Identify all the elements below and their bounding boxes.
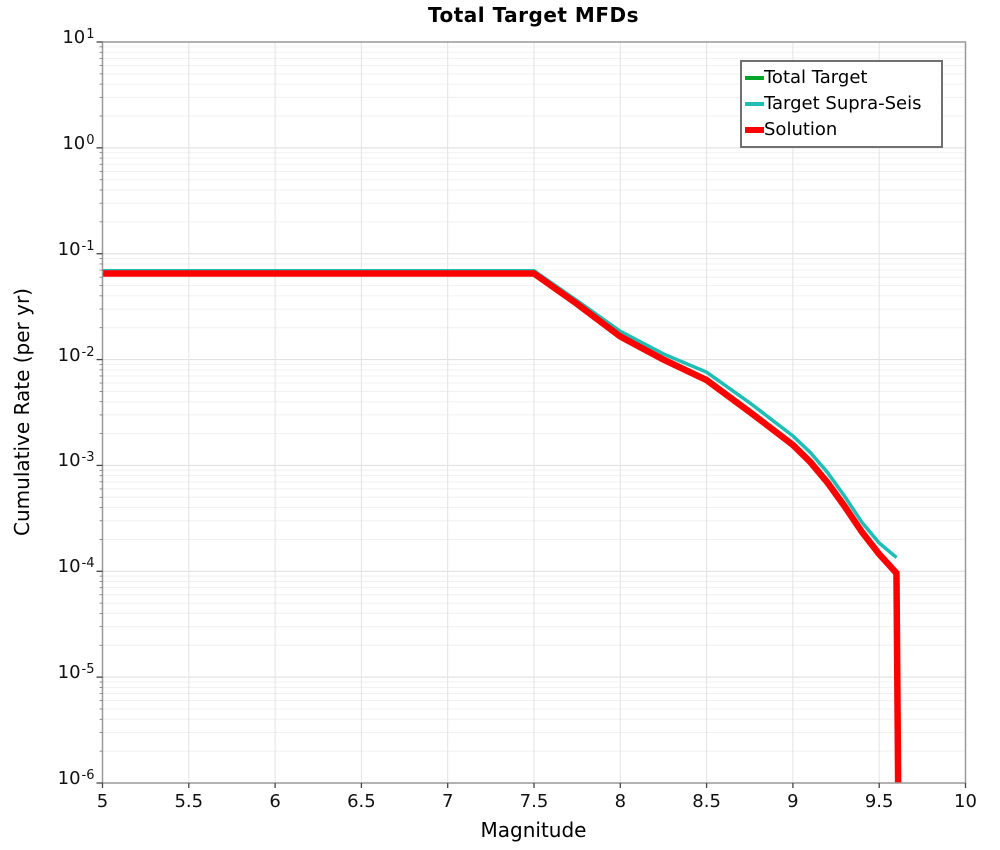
tick-marks xyxy=(96,41,967,788)
legend-item: Total Target xyxy=(745,65,937,91)
y-tick-label: 10-2 xyxy=(57,344,95,366)
legend-label: Target Supra-Seis xyxy=(764,93,922,114)
x-tick-label: 5.5 xyxy=(174,791,204,812)
series-line-total-target xyxy=(102,269,898,559)
y-tick-label: 101 xyxy=(62,27,95,48)
y-tick-label: 10-4 xyxy=(57,556,95,578)
x-tick-label: 7.5 xyxy=(519,791,549,812)
series-line-target-supra-seis xyxy=(102,269,898,559)
y-tick-label: 10-1 xyxy=(57,238,95,260)
series-curves xyxy=(102,269,902,783)
x-tick-label: 6.5 xyxy=(347,791,376,812)
x-tick-label: 5 xyxy=(96,791,109,812)
legend-line-icon xyxy=(745,76,764,80)
y-tick-label: 10-5 xyxy=(57,662,95,684)
y-tick-label: 10-3 xyxy=(57,450,95,472)
legend-item: Solution xyxy=(745,117,937,143)
x-tick-label: 9.5 xyxy=(864,791,894,812)
legend-line-icon xyxy=(745,127,764,133)
y-tick-label: 10-6 xyxy=(57,768,95,789)
y-axis-label: Cumulative Rate (per yr) xyxy=(10,288,34,536)
legend-label: Solution xyxy=(764,119,838,140)
legend: Total Target Target Supra-Seis Solution xyxy=(740,60,943,148)
chart-title: Total Target MFDs xyxy=(428,3,639,27)
legend-label: Total Target xyxy=(764,67,868,88)
x-tick-label: 8.5 xyxy=(692,791,721,812)
y-tick-label: 100 xyxy=(62,132,95,154)
gridlines xyxy=(102,41,966,784)
x-tick-label: 6 xyxy=(269,791,281,812)
x-tick-label: 7 xyxy=(441,791,454,812)
x-tick-label: 8 xyxy=(614,791,627,812)
legend-line-icon xyxy=(745,102,764,106)
x-tick-label: 9 xyxy=(787,791,799,812)
series-line-solution xyxy=(102,270,902,783)
x-tick-label: 10 xyxy=(954,791,977,812)
x-axis-label: Magnitude xyxy=(480,818,587,842)
legend-item: Target Supra-Seis xyxy=(745,91,937,117)
